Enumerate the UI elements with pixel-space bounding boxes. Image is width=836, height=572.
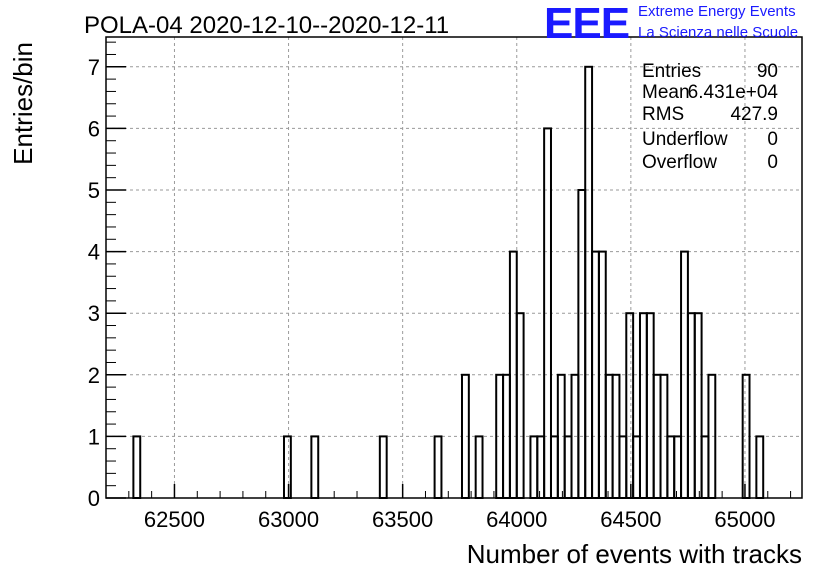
- histogram-bar: [700, 435, 710, 499]
- histogram-bar: [584, 65, 594, 500]
- stats-box: Entries 90 Mean 6.431e+04 RMS 427.9 Unde…: [642, 61, 778, 173]
- grid: [106, 37, 802, 498]
- plot-frame: [105, 36, 803, 499]
- histogram-bar: [515, 312, 525, 500]
- histogram-bar: [638, 312, 648, 500]
- stats-entries-value: 90: [757, 61, 778, 82]
- stats-overflow-label: Overflow: [642, 152, 717, 173]
- stats-underflow-label: Underflow: [642, 129, 728, 150]
- y-tick-label: 7: [88, 55, 100, 80]
- stats-underflow-value: 0: [767, 129, 778, 150]
- histogram-bar: [310, 435, 320, 499]
- stats-overflow-value: 0: [767, 152, 778, 173]
- logo-line-1: Extreme Energy Events: [638, 3, 796, 20]
- histogram-bar: [666, 435, 676, 499]
- tick-labels: 0 1 2 3 4 5 6 7 62500 63000 63500 64000 64500 65000: [88, 55, 776, 532]
- y-tick-label: 3: [88, 301, 100, 326]
- histogram-bar: [282, 435, 292, 499]
- stats-entries-label: Entries: [642, 61, 701, 82]
- stats-rms-label: RMS: [642, 104, 684, 125]
- axis-ticks: [105, 41, 792, 499]
- x-tick-label: 63500: [372, 507, 433, 532]
- y-tick-label: 6: [88, 116, 100, 141]
- histogram-bar: [755, 435, 765, 499]
- histogram-bar: [474, 435, 484, 499]
- y-tick-label: 4: [88, 240, 100, 265]
- histogram-bar: [625, 312, 635, 500]
- histogram-bar: [549, 435, 559, 499]
- stats-mean-label: Mean: [642, 82, 690, 103]
- y-axis-label: Entries/bin: [8, 42, 38, 165]
- histogram-bar: [132, 435, 142, 499]
- x-tick-label: 64500: [600, 507, 661, 532]
- histogram-bar: [378, 435, 388, 499]
- eee-logo: EEE: [544, 0, 630, 48]
- logo-line-2: La Scienza nelle Scuole: [638, 24, 799, 41]
- chart-title: POLA-04 2020-12-10--2020-12-11: [84, 12, 449, 39]
- y-tick-label: 0: [88, 486, 100, 511]
- x-tick-label: 64000: [486, 507, 547, 532]
- histogram-bar: [577, 189, 587, 499]
- histogram-bar: [673, 435, 683, 499]
- histogram-bar: [529, 435, 539, 499]
- y-tick-label: 5: [88, 178, 100, 203]
- histogram-bar: [686, 312, 696, 500]
- x-tick-label: 62500: [144, 507, 205, 532]
- histogram-bar: [563, 435, 573, 499]
- histogram-bar: [433, 435, 443, 499]
- y-tick-label: 1: [88, 424, 100, 449]
- y-tick-label: 2: [88, 363, 100, 388]
- histogram-bar: [536, 435, 546, 499]
- stats-mean-value: 6.431e+04: [688, 82, 779, 103]
- histogram-bar: [645, 312, 655, 500]
- x-tick-label: 63000: [258, 507, 319, 532]
- histogram-bar: [632, 435, 641, 499]
- stats-rms-value: 427.9: [730, 104, 778, 125]
- x-axis-label: Number of events with tracks: [467, 539, 802, 569]
- histogram-bar: [618, 435, 628, 499]
- x-tick-label: 65000: [714, 507, 775, 532]
- histogram-bar: [693, 312, 703, 500]
